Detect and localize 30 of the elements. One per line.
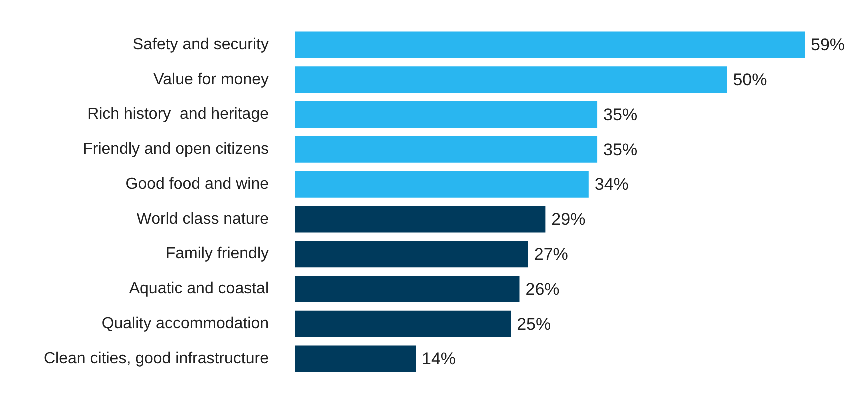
data-label: 14% [422, 350, 456, 369]
data-label: 29% [552, 210, 586, 230]
data-label: 35% [604, 105, 638, 124]
y-tick-label: Family friendly [166, 246, 269, 263]
y-tick-label: Aquatic and coastal [129, 280, 269, 298]
bar [295, 276, 520, 302]
bar [295, 171, 589, 198]
bar [295, 66, 728, 94]
y-tick-label: Clean cities, good infrastructure [44, 350, 270, 368]
bar [295, 310, 512, 338]
data-label: 25% [517, 314, 552, 334]
data-label: 35% [604, 140, 638, 160]
y-tick-label: Quality accommodation [102, 315, 269, 332]
y-tick-label: Value for money [154, 71, 269, 88]
bar [295, 102, 598, 128]
bar [295, 136, 598, 163]
bar [295, 206, 546, 233]
y-tick-label: Good food and wine [126, 176, 270, 193]
data-label: 59% [811, 36, 846, 55]
data-label: 26% [526, 280, 560, 299]
bar [295, 241, 528, 268]
data-label: 50% [733, 70, 768, 90]
y-tick-label: World class nature [136, 210, 270, 228]
data-label: 27% [534, 245, 568, 264]
bar [295, 346, 416, 372]
y-tick-label: Rich history and heritage [88, 106, 270, 124]
y-tick-label: Safety and security [132, 36, 269, 54]
bar [295, 32, 805, 58]
y-tick-label: Friendly and open citizens [83, 141, 269, 158]
data-label: 34% [594, 175, 629, 194]
